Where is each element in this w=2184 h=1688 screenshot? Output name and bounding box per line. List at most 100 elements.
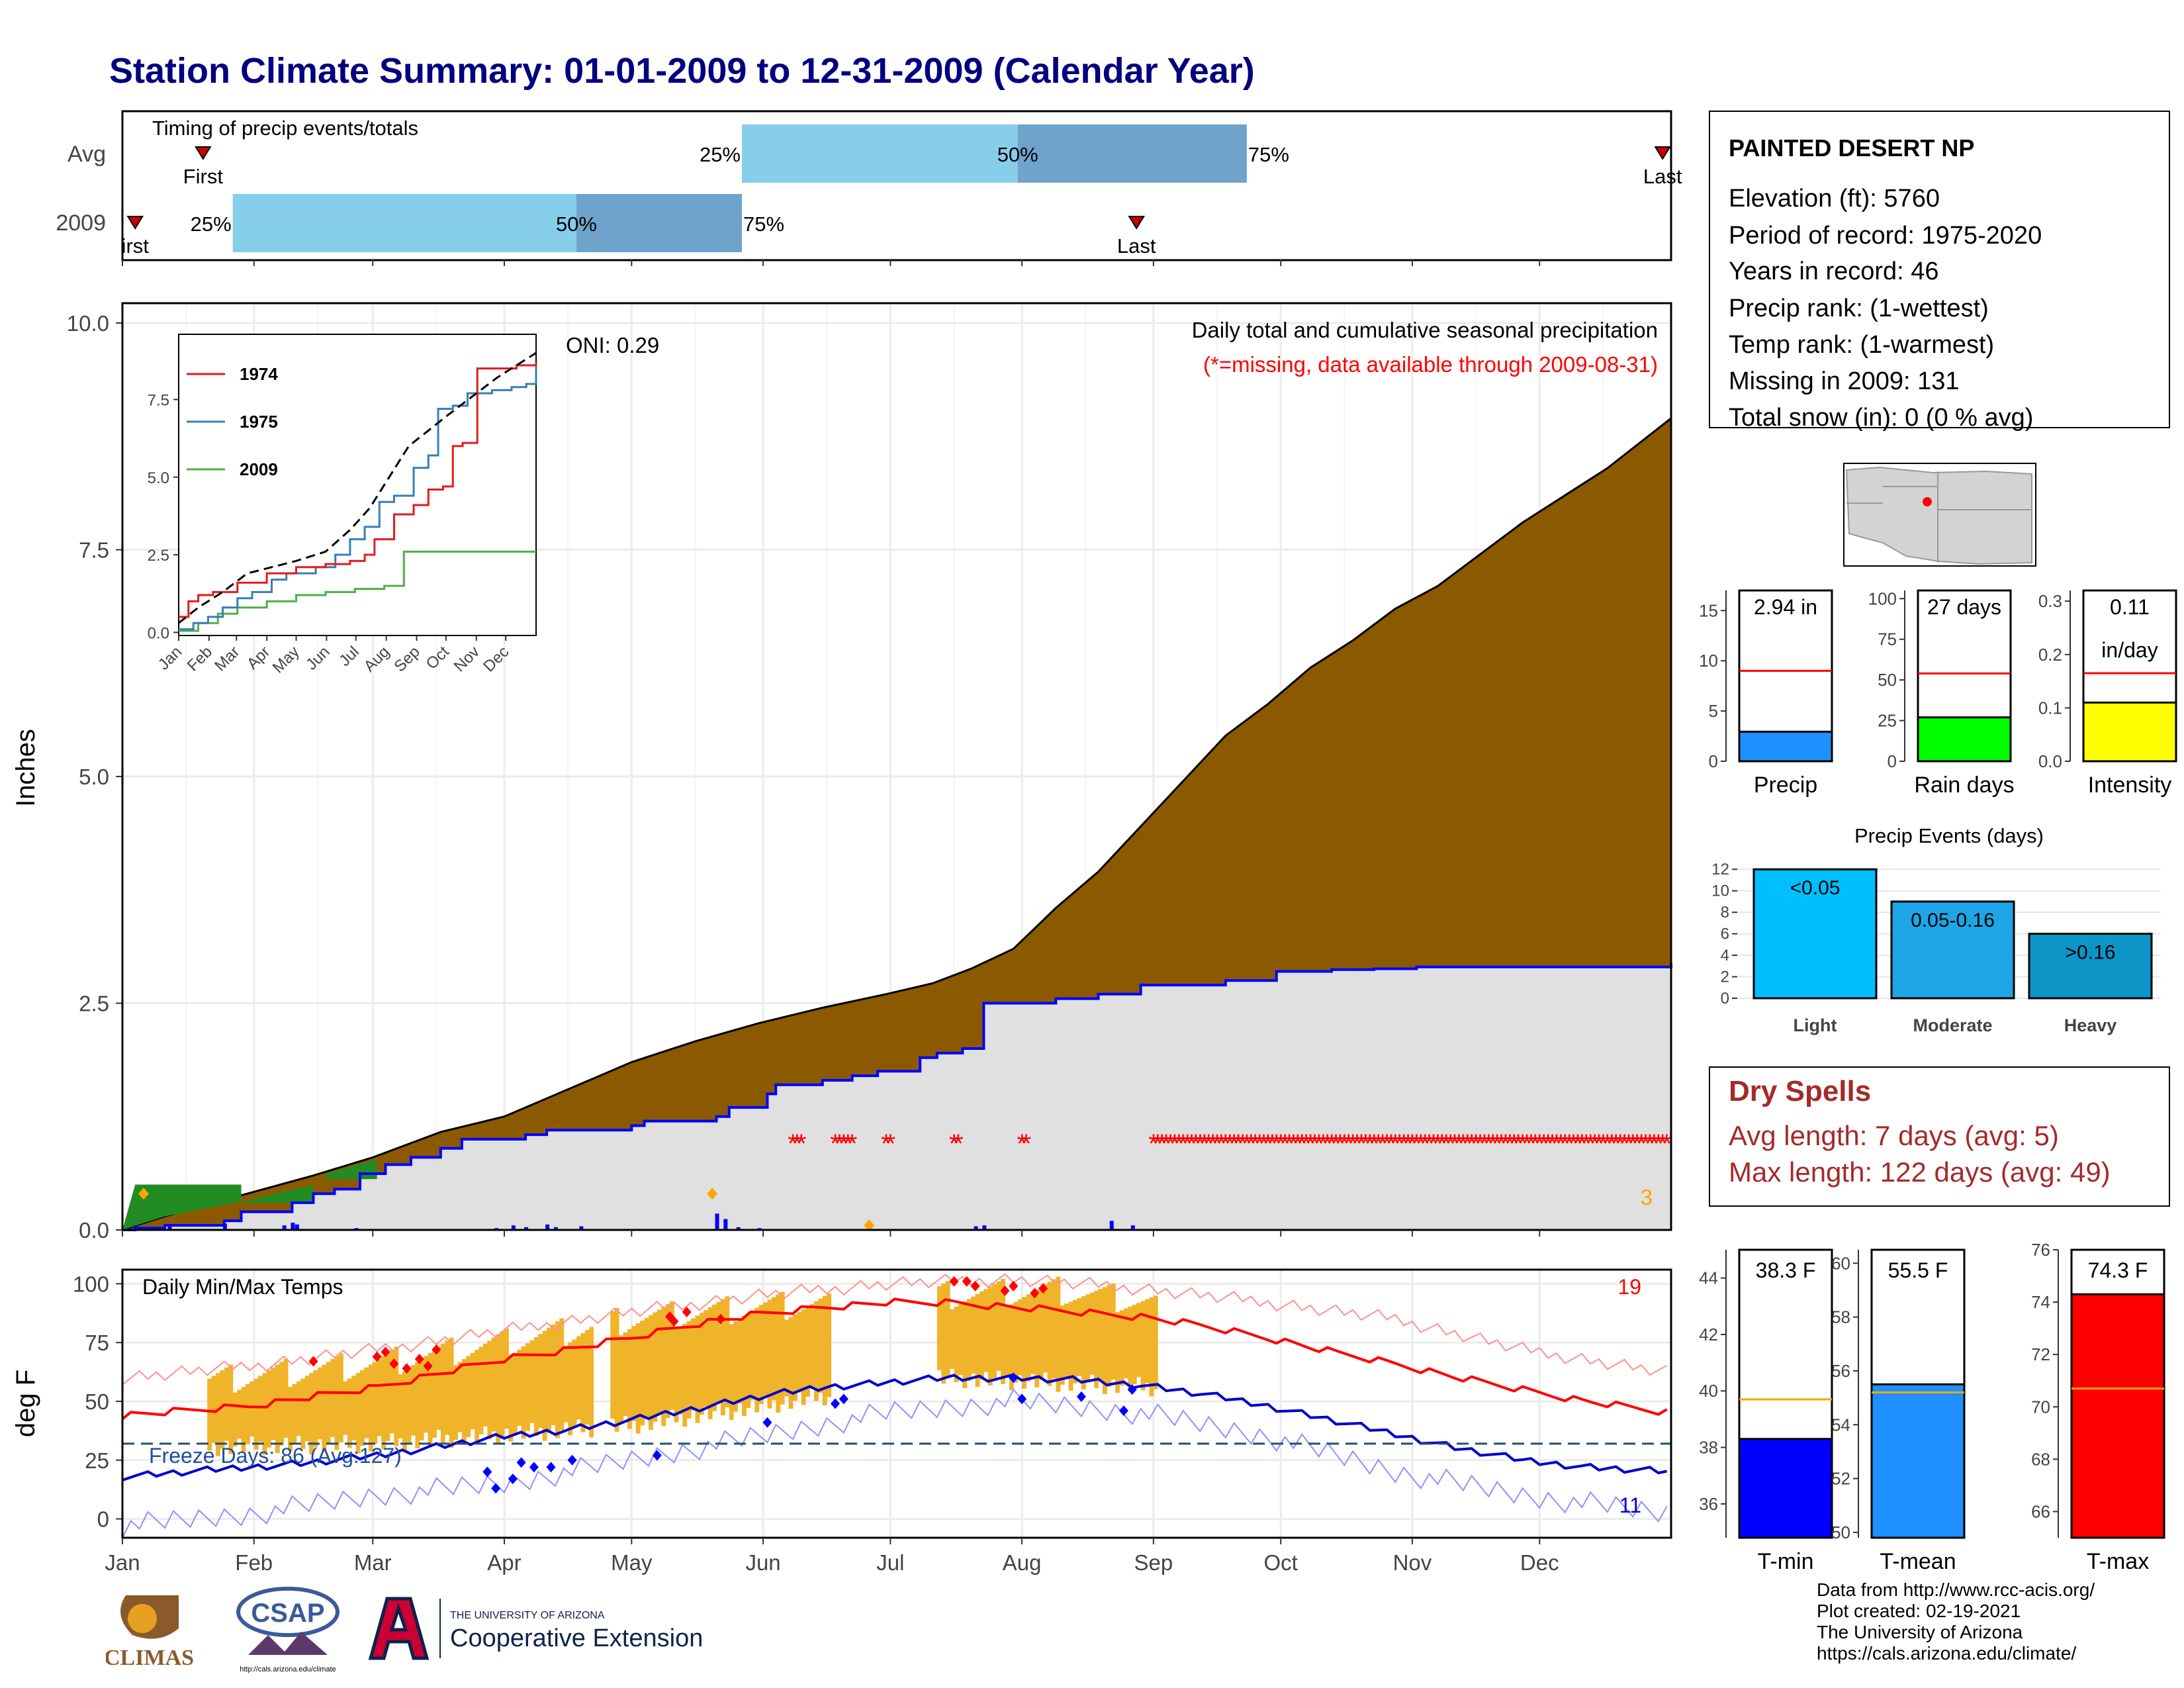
climas-text: CLIMAS: [106, 1646, 194, 1670]
daily-temp-bar: [670, 1301, 674, 1410]
missing-marker: *: [1416, 1129, 1426, 1158]
daily-temp-bar: [674, 1329, 679, 1423]
missing-marker: *: [1449, 1129, 1460, 1158]
missing-marker: *: [1543, 1129, 1553, 1158]
daily-temp-bar: [521, 1346, 526, 1439]
missing-marker: *: [1165, 1129, 1176, 1158]
daily-temp-bar: [784, 1319, 790, 1397]
daily-temp-bar: [253, 1378, 259, 1450]
daily-temp-bar: [1115, 1312, 1120, 1393]
record-high-marker: [669, 1316, 679, 1327]
missing-marker: *: [1161, 1129, 1171, 1158]
daily-temp-bar: [343, 1381, 348, 1435]
record-min-line: [122, 1388, 1668, 1538]
temp-box-ytick-label: 70: [2031, 1397, 2050, 1417]
footer-credits: Data from http://www.rcc-acis.org/ Plot …: [1817, 1579, 2095, 1664]
temp-box-ytick-label: 56: [1831, 1361, 1850, 1381]
daily-temp-bar: [1052, 1279, 1056, 1379]
avg-min-line: [122, 1373, 1667, 1481]
missing-marker: *: [1539, 1129, 1549, 1158]
station-period: Period of record: 1975-2020: [1729, 222, 2042, 250]
daily-precip-bar: [134, 1225, 138, 1230]
missing-marker: *: [1216, 1129, 1227, 1158]
daily-temp-bar: [525, 1343, 530, 1431]
temp-summary-label: T-mean: [1880, 1549, 1956, 1574]
summary-ytick-label: 50: [1878, 670, 1897, 690]
record-low-marker: [1009, 1372, 1019, 1383]
missing-marker: *: [1169, 1129, 1180, 1158]
daily-temp-bar: [355, 1373, 361, 1454]
daily-temp-bar: [1132, 1304, 1137, 1385]
summary-value: 27 days: [1927, 595, 2001, 619]
missing-marker: *: [1645, 1129, 1655, 1158]
missing-marker: *: [1585, 1129, 1596, 1158]
summary-value: 2.94 in: [1754, 595, 1817, 619]
missing-marker: *: [1238, 1129, 1248, 1158]
missing-marker: *: [792, 1129, 803, 1158]
events-bar: [1890, 900, 2015, 1000]
daily-temp-bar: [394, 1346, 399, 1446]
daily-temp-bar: [627, 1329, 632, 1429]
daily-temp-bar: [241, 1387, 246, 1452]
missing-marker: *: [1445, 1129, 1456, 1158]
missing-marker: *: [1598, 1129, 1609, 1158]
events-bar: [2028, 933, 2153, 1000]
missing-marker: *: [1479, 1129, 1490, 1158]
missing-marker: *: [1441, 1129, 1451, 1158]
daily-temp-bar: [322, 1364, 327, 1452]
missing-marker: *: [1437, 1129, 1447, 1158]
daily-temp-bar: [288, 1387, 293, 1451]
daily-precip-bar: [524, 1227, 529, 1230]
daily-temp-bar: [1128, 1306, 1133, 1392]
missing-marker: *: [1509, 1129, 1520, 1158]
missing-marker: *: [1518, 1129, 1528, 1158]
missing-marker: *: [1246, 1129, 1257, 1158]
daily-temp-bar: [827, 1293, 832, 1397]
missing-marker: *: [1254, 1129, 1265, 1158]
record-low-marker: [508, 1474, 518, 1485]
daily-temp-bar: [941, 1284, 946, 1384]
station-elevation: Elevation (ft): 5760: [1729, 185, 1940, 212]
missing-marker: *: [1377, 1129, 1388, 1158]
climas-logo: CLIMAS: [106, 1595, 194, 1670]
events-category-label: Moderate: [1913, 1015, 1992, 1035]
missing-marker: *: [1191, 1129, 1201, 1158]
daily-temp-bar: [945, 1281, 950, 1377]
missing-marker: *: [1259, 1129, 1269, 1158]
station-snow: Total snow (in): 0 (0 % avg): [1729, 404, 2033, 432]
daily-temp-bar: [482, 1343, 488, 1427]
daily-temp-bar: [780, 1291, 785, 1405]
missing-marker: *: [1280, 1129, 1291, 1158]
missing-marker: *: [1602, 1129, 1613, 1158]
daily-temp-bar: [211, 1376, 216, 1443]
footer-data-source: Data from http://www.rcc-acis.org/: [1817, 1579, 2095, 1600]
temp-ytick-label: 100: [73, 1272, 109, 1296]
daily-temp-bar: [491, 1337, 496, 1432]
daily-temp-bar: [500, 1331, 505, 1436]
daily-temp-bar: [733, 1321, 739, 1412]
missing-marker: *: [1526, 1129, 1537, 1158]
daily-temp-bar: [373, 1362, 378, 1444]
missing-marker: *: [1289, 1129, 1299, 1158]
cold-days-count: 11: [1619, 1493, 1641, 1517]
first-event-marker: [195, 146, 212, 160]
timing-row-2009: 2009: [56, 211, 106, 236]
daily-temp-bar: [996, 1281, 1001, 1371]
events-ytick-label: 10: [1711, 882, 1729, 900]
missing-marker: *: [1424, 1129, 1435, 1158]
missing-marker: *: [1017, 1129, 1027, 1158]
month-label: Apr: [487, 1550, 521, 1575]
daily-temp-bar: [661, 1307, 666, 1427]
daily-temp-bar: [1017, 1299, 1023, 1376]
missing-marker: *: [1356, 1129, 1367, 1158]
record-low-marker: [839, 1393, 848, 1405]
inset-ytick-label: 5.0: [148, 469, 169, 487]
missing-marker: *: [847, 1129, 858, 1158]
oni-label: ONI: 0.29: [566, 333, 659, 357]
daily-temp-bar: [440, 1343, 445, 1443]
daily-temp-bar: [1068, 1301, 1073, 1391]
summary-ytick-label: 100: [1868, 588, 1897, 608]
temp-panel: 0 25 50 75 100 deg F Daily Min/Max Temps Fre…: [11, 1268, 1672, 1539]
daily-temp-bar: [746, 1313, 751, 1408]
